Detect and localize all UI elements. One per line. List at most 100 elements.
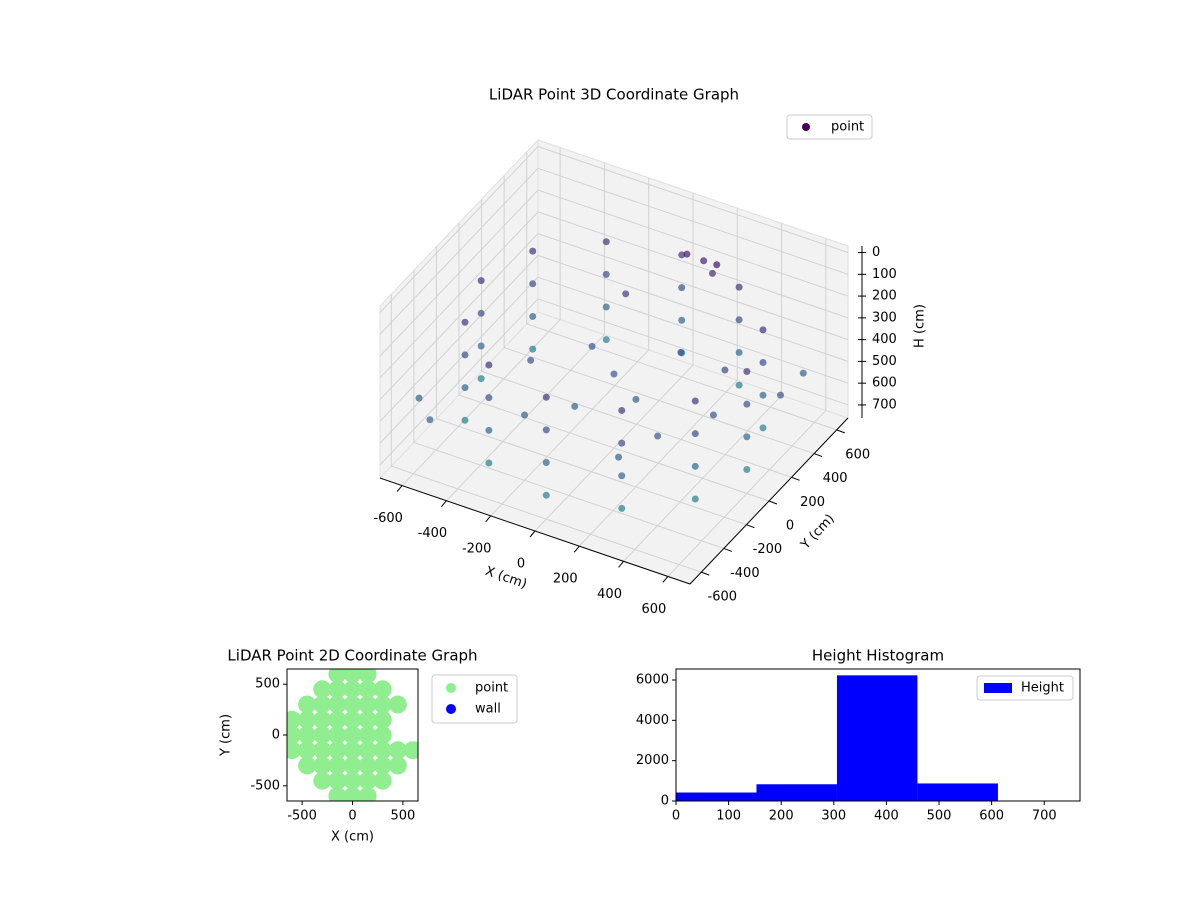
x-tick-label: 100 [716, 809, 741, 824]
point [622, 290, 630, 298]
z-tick-label: 400 [872, 332, 897, 347]
point [461, 384, 469, 392]
y-tick-label: -400 [730, 566, 760, 581]
y-tick-label: 0 [272, 728, 280, 743]
point [477, 342, 485, 350]
legend-box [976, 675, 1074, 701]
grid-line [391, 465, 702, 573]
y-tick-label: -600 [708, 590, 738, 605]
point [602, 238, 610, 246]
bar [756, 784, 837, 801]
y-tick-label: 4000 [636, 713, 669, 728]
legend-marker [802, 123, 810, 131]
point [373, 726, 392, 744]
point [343, 669, 362, 684]
grid-line [413, 441, 725, 549]
point [709, 411, 717, 419]
point [529, 312, 537, 320]
x-tick-label: 0 [672, 809, 680, 824]
x-tick-label: 0 [517, 557, 525, 572]
x-tick-label: 400 [597, 587, 622, 602]
x-tick-label: 300 [821, 809, 846, 824]
x-tick [441, 500, 447, 508]
point [618, 406, 626, 414]
point [759, 326, 767, 334]
point [735, 381, 743, 389]
x-tick-label: 200 [769, 809, 794, 824]
y-tick [746, 524, 755, 529]
legend-marker [446, 704, 456, 714]
point [415, 394, 423, 402]
point [735, 283, 743, 291]
point [298, 710, 317, 729]
axes-frame [675, 668, 1081, 802]
point [298, 756, 317, 775]
point [678, 284, 686, 292]
point [615, 453, 623, 461]
point [358, 756, 377, 775]
point [721, 366, 729, 374]
chart-title: LiDAR Point 3D Coordinate Graph [489, 86, 739, 104]
point [343, 756, 362, 775]
legend-label: Height [1021, 681, 1064, 696]
grid-line [379, 233, 539, 400]
grid-line [481, 370, 792, 478]
point [461, 351, 469, 359]
point [618, 472, 626, 480]
y-axis-label: Y (cm) [798, 512, 838, 554]
point [343, 741, 362, 760]
x-tick [396, 485, 403, 492]
y-tick-label: 0 [661, 794, 669, 809]
point [328, 726, 347, 744]
z-axis-label: H (cm) [913, 304, 928, 348]
point [777, 391, 784, 399]
x-tick-label: 700 [1032, 809, 1057, 824]
point [527, 356, 535, 364]
point [708, 269, 716, 277]
y-tick [791, 476, 800, 481]
chart-title: LiDAR Point 2D Coordinate Graph [227, 647, 477, 665]
x-tick-label: 400 [874, 809, 899, 824]
point [542, 426, 550, 434]
y-tick-label: 600 [845, 447, 870, 462]
point [298, 726, 317, 744]
x-tick [618, 560, 624, 568]
point [388, 695, 407, 714]
point [529, 247, 537, 255]
point [358, 726, 377, 744]
grid-line [537, 298, 849, 406]
point [313, 726, 332, 744]
point [632, 395, 640, 403]
point [328, 669, 347, 684]
point [287, 741, 302, 760]
y-axis-label: Y (cm) [219, 714, 234, 757]
point [713, 261, 721, 269]
point [542, 459, 550, 467]
legend-marker [446, 683, 456, 693]
y-tick-label: 500 [255, 677, 280, 692]
grid-line [379, 146, 539, 313]
z-tick-label: 100 [872, 267, 897, 282]
x-tick-label: -600 [373, 511, 403, 526]
x-tick-label: -400 [418, 526, 448, 541]
y-tick [723, 547, 733, 552]
point [328, 786, 347, 801]
point [313, 741, 332, 760]
point [588, 342, 596, 350]
grid-line [537, 233, 849, 341]
point [602, 336, 610, 344]
grid-line [503, 347, 815, 455]
point [542, 393, 550, 401]
point [477, 375, 485, 383]
grid-line [526, 323, 837, 431]
point [571, 402, 579, 410]
bar [917, 783, 998, 801]
x-tick [662, 576, 669, 583]
point [485, 361, 493, 369]
y-tick-label: 0 [786, 519, 794, 534]
point [328, 756, 347, 775]
legend-label: wall [475, 702, 501, 717]
point [610, 370, 618, 378]
point [388, 756, 407, 775]
